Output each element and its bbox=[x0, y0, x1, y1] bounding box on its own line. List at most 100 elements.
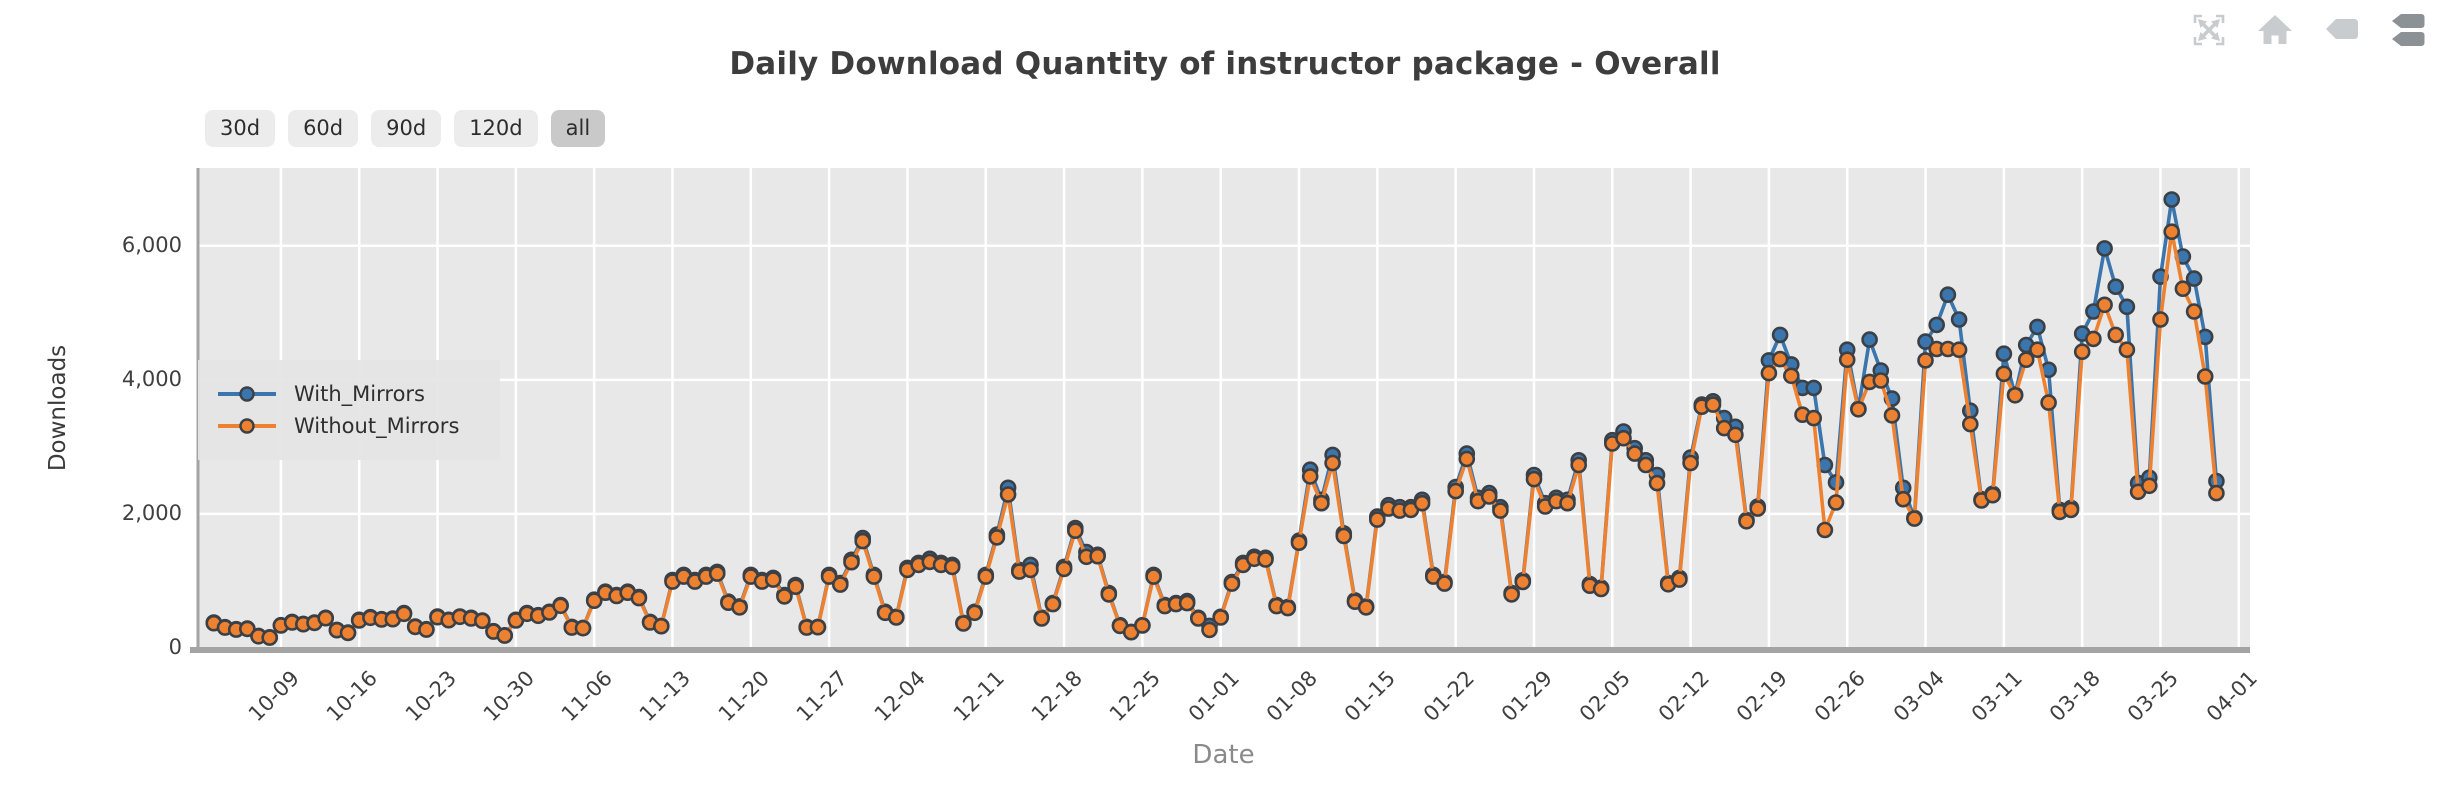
data-point-without_mirrors bbox=[1950, 341, 1968, 359]
data-point-without_mirrors bbox=[2062, 501, 2080, 519]
data-point-without_mirrors bbox=[708, 565, 726, 582]
data-point-with_mirrors bbox=[2185, 270, 2203, 287]
x-axis-title: Date bbox=[1192, 740, 1255, 770]
data-point-without_mirrors bbox=[496, 627, 514, 644]
data-point-without_mirrors bbox=[1570, 456, 1587, 474]
pan-tool-icon[interactable] bbox=[2188, 8, 2230, 52]
data-point-without_mirrors bbox=[2085, 330, 2102, 348]
data-point-without_mirrors bbox=[820, 568, 838, 585]
data-point-without_mirrors bbox=[2174, 280, 2192, 298]
range-button-all[interactable]: all bbox=[550, 110, 606, 148]
data-point-without_mirrors bbox=[1626, 445, 1643, 462]
data-point-without_mirrors bbox=[1313, 494, 1330, 512]
data-point-without_mirrors bbox=[1615, 429, 1632, 447]
data-point-without_mirrors bbox=[1290, 534, 1308, 552]
data-point-without_mirrors bbox=[988, 529, 1006, 546]
data-point-without_mirrors bbox=[887, 609, 905, 626]
y-tick-label: 4,000 bbox=[121, 366, 182, 391]
data-point-without_mirrors bbox=[1995, 365, 2013, 383]
data-point-without_mirrors bbox=[1201, 621, 1218, 639]
data-point-without_mirrors bbox=[395, 605, 413, 623]
data-point-without_mirrors bbox=[977, 568, 995, 585]
data-point-without_mirrors bbox=[339, 624, 357, 642]
plot-background bbox=[197, 168, 2250, 648]
data-point-without_mirrors bbox=[1044, 595, 1062, 613]
data-point-without_mirrors bbox=[1917, 352, 1934, 369]
data-point-without_mirrors bbox=[1592, 580, 1610, 598]
data-point-without_mirrors bbox=[2208, 484, 2225, 502]
data-point-without_mirrors bbox=[1301, 468, 1319, 485]
data-point-without_mirrors bbox=[731, 599, 748, 616]
data-point-without_mirrors bbox=[1178, 594, 1196, 612]
data-point-without_mirrors bbox=[1883, 407, 1901, 424]
legend-entry-without_mirrors: Without_Mirrors bbox=[216, 414, 500, 438]
data-point-without_mirrors bbox=[1458, 450, 1476, 468]
hover-tag-icon[interactable] bbox=[2320, 8, 2362, 52]
data-point-without_mirrors bbox=[1894, 490, 1912, 508]
data-point-without_mirrors bbox=[1637, 456, 1655, 474]
data-point-without_mirrors bbox=[473, 612, 491, 630]
data-point-without_mirrors bbox=[574, 619, 592, 637]
data-point-without_mirrors bbox=[1369, 511, 1386, 528]
range-button-30d[interactable]: 30d bbox=[205, 110, 276, 148]
data-point-without_mirrors bbox=[1682, 454, 1699, 472]
data-point-without_mirrors bbox=[764, 571, 782, 588]
data-point-without_mirrors bbox=[630, 589, 648, 607]
range-button-120d[interactable]: 120d bbox=[454, 110, 538, 148]
plot-toolbar bbox=[2188, 8, 2428, 52]
data-point-without_mirrors bbox=[955, 615, 972, 632]
data-point-without_mirrors bbox=[1279, 599, 1297, 617]
data-point-without_mirrors bbox=[1223, 575, 1241, 592]
data-point-with_mirrors bbox=[1805, 379, 1822, 397]
data-point-without_mirrors bbox=[1704, 396, 1722, 413]
data-point-without_mirrors bbox=[1872, 372, 1890, 389]
data-point-without_mirrors bbox=[999, 486, 1017, 503]
data-point-without_mirrors bbox=[1525, 470, 1543, 488]
chart-title: Daily Download Quantity of instructor pa… bbox=[729, 46, 1721, 82]
data-point-without_mirrors bbox=[2118, 341, 2136, 359]
reset-home-icon[interactable] bbox=[2254, 8, 2296, 52]
data-point-without_mirrors bbox=[2073, 343, 2091, 361]
data-point-without_mirrors bbox=[2107, 326, 2124, 344]
data-point-without_mirrors bbox=[1514, 573, 1532, 591]
range-button-90d[interactable]: 90d bbox=[371, 110, 442, 148]
data-point-without_mirrors bbox=[943, 558, 961, 576]
data-point-without_mirrors bbox=[418, 621, 435, 638]
data-point-without_mirrors bbox=[831, 576, 849, 593]
data-point-without_mirrors bbox=[2006, 386, 2024, 404]
data-point-with_mirrors bbox=[2107, 278, 2124, 296]
data-point-without_mirrors bbox=[787, 578, 804, 596]
data-point-without_mirrors bbox=[1033, 610, 1050, 627]
hover-tags-icon[interactable] bbox=[2386, 8, 2428, 52]
data-point-without_mirrors bbox=[1738, 512, 1755, 530]
data-point-without_mirrors bbox=[1436, 575, 1453, 592]
data-point-without_mirrors bbox=[1145, 568, 1162, 585]
data-point-without_mirrors bbox=[1984, 486, 2001, 504]
data-point-without_mirrors bbox=[966, 604, 983, 622]
y-tick-label: 2,000 bbox=[121, 500, 182, 525]
data-point-without_mirrors bbox=[1357, 599, 1375, 616]
data-point-without_mirrors bbox=[1906, 510, 1923, 527]
range-button-60d[interactable]: 60d bbox=[288, 110, 359, 148]
data-point-without_mirrors bbox=[552, 597, 569, 615]
y-tick-label: 0 bbox=[168, 635, 182, 659]
data-point-without_mirrors bbox=[1816, 521, 1834, 539]
data-point-without_mirrors bbox=[2196, 368, 2214, 385]
data-point-without_mirrors bbox=[1134, 617, 1151, 634]
data-point-without_mirrors bbox=[1559, 494, 1576, 512]
data-point-without_mirrors bbox=[1749, 500, 1766, 517]
legend-marker-icon bbox=[218, 418, 276, 434]
range-button-row: 30d 60d 90d 120d all bbox=[205, 110, 606, 148]
data-point-without_mirrors bbox=[1413, 494, 1431, 512]
data-point-without_mirrors bbox=[1067, 522, 1084, 540]
data-point-without_mirrors bbox=[2152, 311, 2169, 328]
y-tick-label: 6,000 bbox=[121, 232, 182, 257]
data-point-without_mirrors bbox=[1089, 547, 1106, 565]
data-point-with_mirrors bbox=[2029, 318, 2046, 336]
data-point-without_mirrors bbox=[652, 617, 670, 635]
data-point-without_mirrors bbox=[1671, 571, 1688, 588]
data-point-without_mirrors bbox=[1503, 586, 1520, 603]
